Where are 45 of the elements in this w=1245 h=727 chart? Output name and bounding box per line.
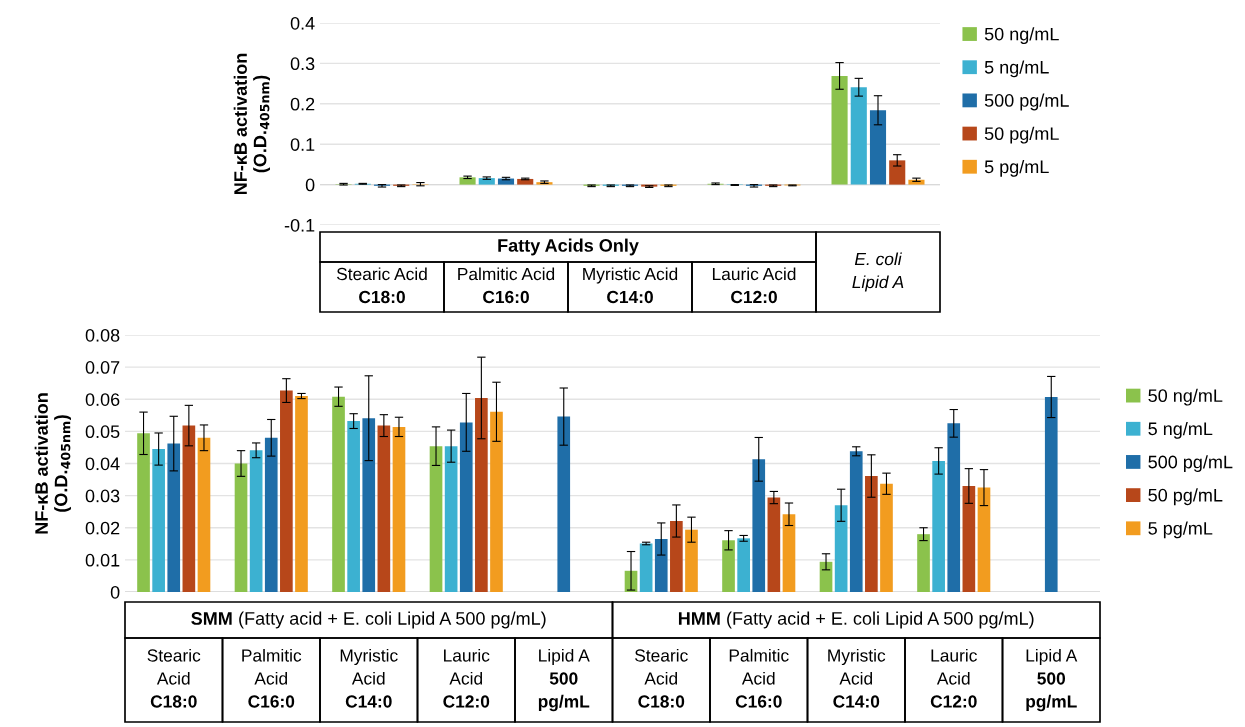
y-tick-label: 0.4: [290, 16, 315, 30]
x-tick-label: Myristic Acid C14:0: [340, 648, 398, 708]
y-tick-label: 0.1: [290, 138, 315, 151]
y-tick-label: 0.03: [85, 489, 120, 503]
legend-label: 5 ng/mL: [1148, 421, 1213, 439]
text: Fatty Acids Only: [498, 238, 639, 256]
legend-label: 5 pg/mL: [1148, 521, 1213, 539]
y-axis-title: NF-κB activation (O.D.$_{405nm}$): [233, 53, 270, 195]
y-axis-title: NF-κB activation (O.D.$_{405nm}$): [34, 393, 71, 534]
x-tick-label: E. coli Lipid A: [852, 252, 904, 292]
x-tick-label: Myristic Acid C14:0: [583, 267, 678, 304]
x-tick-label: Lauric Acid C12:0: [443, 648, 490, 708]
y-tick-label: -0.1: [284, 218, 315, 232]
y-tick-label: 0: [305, 178, 315, 192]
y-tick-label: 0.3: [290, 57, 315, 71]
x-tick-label: Stearic Acid C18:0: [635, 648, 688, 708]
y-tick-label: 0.05: [85, 425, 120, 439]
text: HMM (Fatty acid + E. coli Lipid A 500 pg/mL): [678, 611, 1034, 629]
y-tick-label: 0.06: [85, 393, 120, 406]
x-tick-label: Myristic Acid C14:0: [828, 648, 886, 708]
x-tick-label: Palmitic Acid C16:0: [729, 648, 789, 708]
text: SMM (Fatty acid + E. coli Lipid A 500 pg/mL): [191, 611, 546, 629]
y-tick-label: 0.02: [85, 521, 120, 535]
x-tick-label: Lipid A 500 pg/mL: [538, 648, 590, 712]
y-tick-label: 0.07: [85, 361, 120, 374]
x-tick-label: Stearic Acid C18:0: [336, 267, 427, 304]
y-tick-label: 0.01: [85, 553, 120, 567]
x-tick-label: Lauric Acid C12:0: [712, 267, 796, 304]
y-tick-label: 0.04: [85, 457, 120, 471]
x-tick-label: Lipid A 500 pg/mL: [1026, 648, 1078, 712]
y-tick-label: 0.08: [85, 328, 120, 342]
legend-label: 50 ng/mL: [984, 27, 1059, 45]
y-tick-label: 0: [110, 585, 120, 599]
legend-label: 5 ng/mL: [984, 60, 1049, 78]
legend-label: 50 pg/mL: [984, 126, 1059, 144]
legend-label: 500 pg/mL: [984, 93, 1069, 111]
legend-label: 500 pg/mL: [1148, 455, 1233, 472]
x-tick-label: Lauric Acid C12:0: [930, 648, 977, 708]
x-tick-label: Palmitic Acid C16:0: [458, 267, 555, 304]
legend-label: 50 pg/mL: [1148, 488, 1223, 506]
y-tick-label: 0.2: [290, 97, 315, 111]
x-tick-label: Palmitic Acid C16:0: [242, 648, 302, 708]
x-tick-label: Stearic Acid C18:0: [147, 648, 201, 708]
legend-label: 50 ng/mL: [1148, 388, 1223, 406]
legend-label: 5 pg/mL: [984, 159, 1049, 177]
